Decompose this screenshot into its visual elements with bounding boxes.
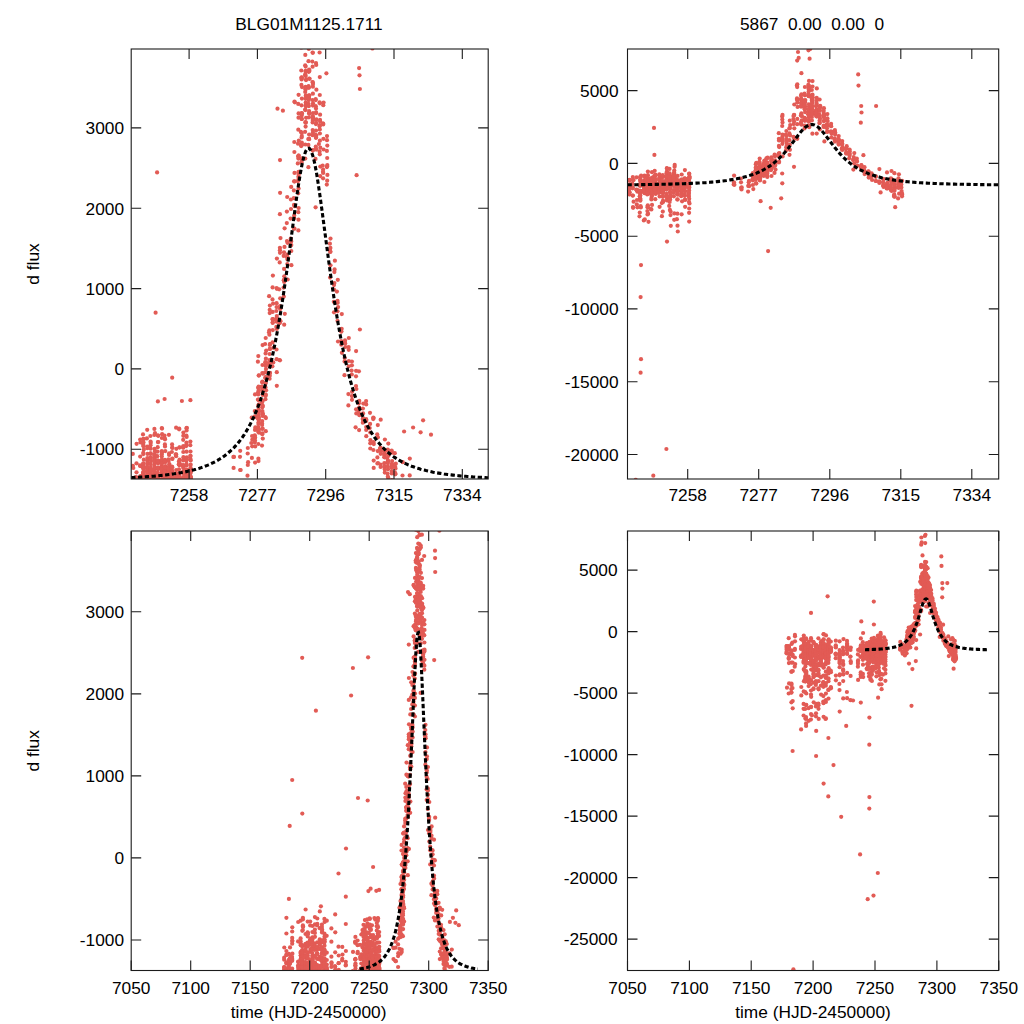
- svg-text:7050: 7050: [112, 978, 150, 998]
- svg-text:time (HJD-2450000): time (HJD-2450000): [735, 1002, 891, 1022]
- svg-text:-10000: -10000: [564, 745, 618, 765]
- svg-text:7334: 7334: [953, 485, 992, 505]
- svg-text:7150: 7150: [231, 978, 269, 998]
- svg-text:7258: 7258: [170, 485, 208, 505]
- svg-text:2000: 2000: [86, 199, 124, 219]
- svg-text:0: 0: [114, 359, 124, 379]
- svg-text:7050: 7050: [608, 978, 646, 998]
- svg-text:d flux: d flux: [23, 243, 43, 285]
- svg-text:7300: 7300: [918, 978, 956, 998]
- svg-text:7334: 7334: [443, 485, 482, 505]
- svg-text:-1000: -1000: [80, 439, 124, 459]
- svg-text:7200: 7200: [290, 978, 328, 998]
- svg-text:7250: 7250: [350, 978, 388, 998]
- svg-text:7200: 7200: [794, 978, 832, 998]
- svg-text:7277: 7277: [238, 485, 276, 505]
- svg-text:7350: 7350: [980, 978, 1018, 998]
- svg-text:-10000: -10000: [565, 299, 619, 319]
- svg-text:7258: 7258: [668, 485, 706, 505]
- svg-text:7315: 7315: [882, 485, 920, 505]
- svg-text:7100: 7100: [670, 978, 708, 998]
- svg-text:-25000: -25000: [564, 929, 618, 949]
- svg-text:7100: 7100: [171, 978, 209, 998]
- svg-text:7296: 7296: [306, 485, 344, 505]
- svg-text:1000: 1000: [86, 766, 124, 786]
- svg-text:-15000: -15000: [565, 372, 619, 392]
- svg-text:0: 0: [609, 154, 619, 174]
- svg-text:-5000: -5000: [574, 226, 618, 246]
- svg-text:d flux: d flux: [23, 730, 43, 772]
- svg-text:-5000: -5000: [573, 683, 617, 703]
- svg-text:7277: 7277: [739, 485, 777, 505]
- svg-text:-1000: -1000: [80, 930, 124, 950]
- svg-text:1000: 1000: [86, 279, 124, 299]
- svg-text:-15000: -15000: [564, 806, 618, 826]
- svg-text:0: 0: [608, 622, 618, 642]
- svg-text:5867 0.00 0.00 0: 5867 0.00 0.00 0: [740, 14, 884, 34]
- svg-text:-20000: -20000: [565, 445, 619, 465]
- svg-text:7300: 7300: [409, 978, 447, 998]
- svg-text:3000: 3000: [86, 602, 124, 622]
- svg-text:0: 0: [114, 848, 124, 868]
- svg-text:-20000: -20000: [564, 868, 618, 888]
- svg-text:7350: 7350: [469, 978, 507, 998]
- svg-text:time (HJD-2450000): time (HJD-2450000): [231, 1002, 387, 1022]
- svg-text:7250: 7250: [856, 978, 894, 998]
- svg-text:3000: 3000: [86, 118, 124, 138]
- svg-text:7315: 7315: [375, 485, 413, 505]
- svg-text:5000: 5000: [579, 560, 617, 580]
- svg-text:BLG01M1125.1711: BLG01M1125.1711: [235, 14, 382, 34]
- svg-text:2000: 2000: [86, 684, 124, 704]
- svg-text:5000: 5000: [580, 81, 618, 101]
- svg-text:7296: 7296: [811, 485, 849, 505]
- svg-text:7150: 7150: [732, 978, 770, 998]
